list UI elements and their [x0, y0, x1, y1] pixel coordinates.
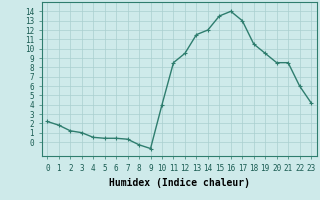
X-axis label: Humidex (Indice chaleur): Humidex (Indice chaleur): [109, 178, 250, 188]
